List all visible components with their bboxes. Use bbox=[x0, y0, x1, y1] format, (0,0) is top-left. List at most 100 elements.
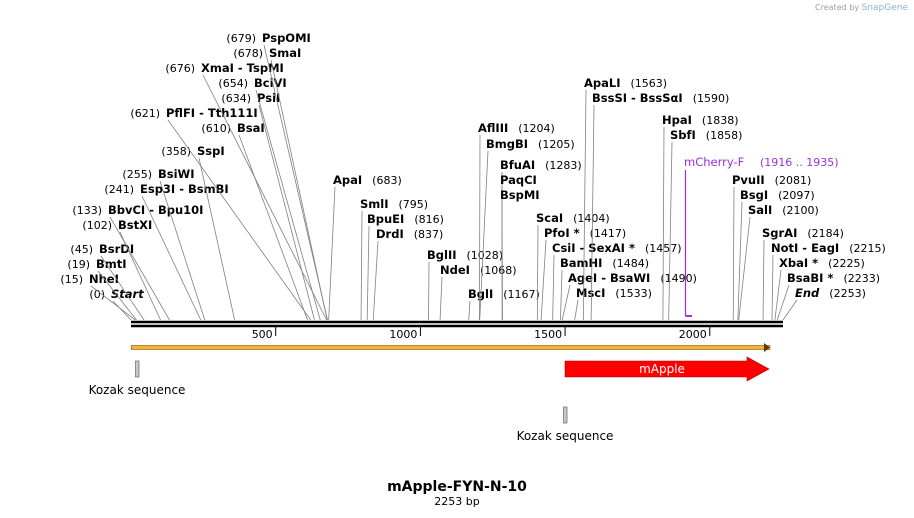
site-leader-line bbox=[202, 74, 327, 321]
site-name: BfuAI bbox=[500, 158, 535, 172]
site-leader-line bbox=[141, 195, 202, 321]
site-bmgbi: BmgBI (1205) bbox=[479, 137, 575, 321]
site-leader-line bbox=[662, 126, 665, 321]
site-leader-line bbox=[479, 134, 481, 321]
site-position: (2225) bbox=[828, 257, 865, 270]
site-position: (2100) bbox=[782, 204, 819, 217]
site-position: (634) bbox=[221, 92, 251, 105]
site-leader-line bbox=[360, 210, 363, 321]
plasmid-name: mApple-FYN-N-10 bbox=[387, 479, 527, 495]
site-position: (1590) bbox=[693, 92, 730, 105]
site-leader-line bbox=[167, 119, 312, 321]
site-name: BsaBI * bbox=[787, 271, 833, 285]
site-name: NotI - EagI bbox=[771, 241, 839, 255]
site-name: HpaI bbox=[662, 113, 692, 127]
plasmid-length: 2253 bp bbox=[434, 495, 480, 508]
feature-kozak-sequence: Kozak sequence bbox=[517, 406, 614, 443]
site-leader-line bbox=[479, 150, 489, 321]
site-leader-line bbox=[198, 157, 235, 321]
axis-tick-label: 500 bbox=[252, 328, 273, 341]
primer-name: mCherry-F bbox=[684, 155, 744, 169]
site-leader-line bbox=[582, 89, 587, 321]
site-leader-line bbox=[732, 186, 735, 321]
axis-tick-label: 2000 bbox=[679, 328, 707, 341]
site-leader-line bbox=[109, 216, 170, 321]
site-position: (676) bbox=[165, 62, 195, 75]
site-ndei: NdeI (1068) bbox=[439, 263, 517, 321]
site-leader-line bbox=[328, 186, 336, 321]
site-bsai: BsaI (610) bbox=[201, 121, 308, 321]
site-leader-line bbox=[774, 269, 782, 321]
site-name: SspI bbox=[197, 144, 225, 158]
axis-tick-label: 1500 bbox=[534, 328, 562, 341]
site-leader-line bbox=[372, 240, 379, 321]
site-name: End bbox=[795, 286, 820, 300]
site-leader-line bbox=[762, 239, 765, 321]
site-position: (678) bbox=[233, 47, 263, 60]
site-name: BciVI bbox=[254, 76, 287, 90]
site-leader-line bbox=[238, 134, 308, 321]
site-position: (0) bbox=[89, 288, 105, 301]
site-position: (19) bbox=[67, 258, 90, 271]
site-position: (1490) bbox=[660, 272, 697, 285]
site-position: (621) bbox=[130, 107, 160, 120]
site-position: (102) bbox=[82, 219, 112, 232]
site-leader-line bbox=[536, 224, 539, 321]
site-sspi: SspI (358) bbox=[161, 144, 235, 321]
site-leader-line bbox=[439, 276, 443, 321]
site-name: BsaI bbox=[237, 121, 265, 135]
site-position: (610) bbox=[201, 122, 231, 135]
site-afliii: AflIII (1204) bbox=[478, 121, 555, 321]
site-bsgi: BsgI (2097) bbox=[737, 188, 815, 321]
site-leader-line bbox=[561, 284, 571, 321]
site-leader-line bbox=[112, 300, 132, 321]
site-name: AflIII bbox=[478, 121, 508, 135]
site-name: Esp3I - BsmBI bbox=[140, 182, 229, 196]
site-name: ApaLI bbox=[584, 76, 621, 90]
site-xmai-tspmi: XmaI - TspMI (676) bbox=[165, 61, 327, 321]
site-leader-line bbox=[255, 89, 321, 321]
site-bsabi: BsaBI * (2233) bbox=[776, 271, 880, 321]
site-name: SmaI bbox=[269, 46, 301, 60]
site-position: (1838) bbox=[702, 114, 739, 127]
site-leader-line bbox=[428, 261, 430, 321]
snapgene-logo-text: SnapGene bbox=[861, 3, 908, 13]
site-pvuii: PvuII (2081) bbox=[732, 173, 811, 321]
site-esp3i-bsmbi: Esp3I - BsmBI (241) bbox=[104, 182, 229, 321]
site-leader-line bbox=[574, 299, 579, 321]
site-name: PsiI bbox=[257, 91, 280, 105]
site-bgli: BglI(1167) bbox=[468, 287, 540, 321]
site-name: BglII bbox=[427, 248, 457, 262]
site-name: BpuEI bbox=[367, 212, 404, 226]
snapgene-credit: Created by SnapGene bbox=[815, 3, 908, 13]
site-position: (1205) bbox=[538, 138, 575, 151]
site-leader-line bbox=[100, 255, 145, 321]
site-name: ScaI bbox=[536, 211, 563, 225]
site-position: (1204) bbox=[518, 122, 555, 135]
site-position: (816) bbox=[414, 213, 444, 226]
site-name: PfoI * bbox=[544, 226, 580, 240]
site-start: Start(0) bbox=[89, 287, 144, 321]
site-sali: SalI (2100) bbox=[738, 203, 819, 321]
site-position: (2253) bbox=[829, 287, 866, 300]
site-position: (1068) bbox=[480, 264, 517, 277]
feature-mapple: mApple bbox=[564, 356, 770, 382]
site-name: SmlI bbox=[360, 197, 389, 211]
site-name: XmaI - TspMI bbox=[201, 61, 284, 75]
site-leader-line bbox=[159, 180, 206, 321]
site-bsiwi: BsiWI (255) bbox=[122, 167, 206, 321]
site-pspomi: PspOMI (679) bbox=[226, 31, 328, 321]
site-name: BsgI bbox=[740, 188, 768, 202]
site-position: (255) bbox=[122, 168, 152, 181]
site-position: (1417) bbox=[590, 227, 627, 240]
feature-arrow bbox=[564, 356, 770, 382]
site-apali: ApaLI (1563) bbox=[582, 76, 667, 321]
feature-label: Kozak sequence bbox=[517, 429, 614, 443]
site-name: SbfI bbox=[670, 128, 696, 142]
site-name: AgeI - BsaWI bbox=[568, 271, 650, 285]
site-bcivi: BciVI (654) bbox=[218, 76, 321, 321]
feature-kozak-sequence: Kozak sequence bbox=[89, 360, 185, 397]
site-position: (1028) bbox=[467, 249, 504, 262]
site-name: BspMI bbox=[500, 188, 540, 202]
